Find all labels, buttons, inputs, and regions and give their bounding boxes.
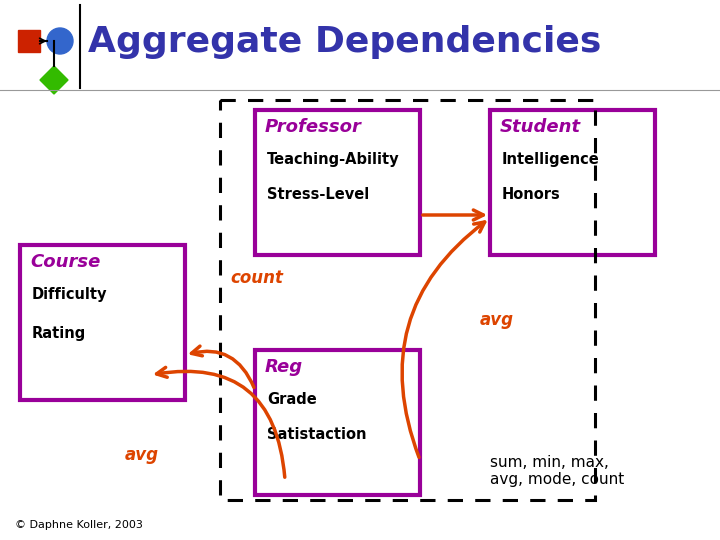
Text: Stress-Level: Stress-Level [267, 187, 369, 202]
Text: count: count [230, 269, 283, 287]
Text: Honors: Honors [502, 187, 561, 202]
FancyBboxPatch shape [255, 110, 420, 255]
Text: Teaching-Ability: Teaching-Ability [267, 152, 400, 166]
Text: avg: avg [480, 311, 514, 329]
Text: avg: avg [125, 446, 159, 464]
Text: Grade: Grade [267, 392, 317, 407]
FancyBboxPatch shape [255, 350, 420, 495]
Circle shape [47, 28, 73, 54]
Text: Intelligence: Intelligence [502, 152, 600, 166]
Text: Rating: Rating [32, 326, 86, 341]
Text: Student: Student [500, 118, 581, 136]
Text: Course: Course [30, 253, 100, 271]
Text: sum, min, max,
avg, mode, count: sum, min, max, avg, mode, count [490, 455, 624, 488]
Bar [18, 30, 40, 52]
Text: Aggregate Dependencies: Aggregate Dependencies [88, 25, 601, 59]
Text: Professor: Professor [265, 118, 362, 136]
Text: Reg: Reg [265, 358, 303, 376]
FancyBboxPatch shape [490, 110, 655, 255]
Polygon shape [40, 66, 68, 94]
FancyBboxPatch shape [20, 245, 185, 400]
Text: © Daphne Koller, 2003: © Daphne Koller, 2003 [15, 520, 143, 530]
Text: Difficulty: Difficulty [32, 287, 107, 302]
Text: Satistaction: Satistaction [267, 427, 366, 442]
